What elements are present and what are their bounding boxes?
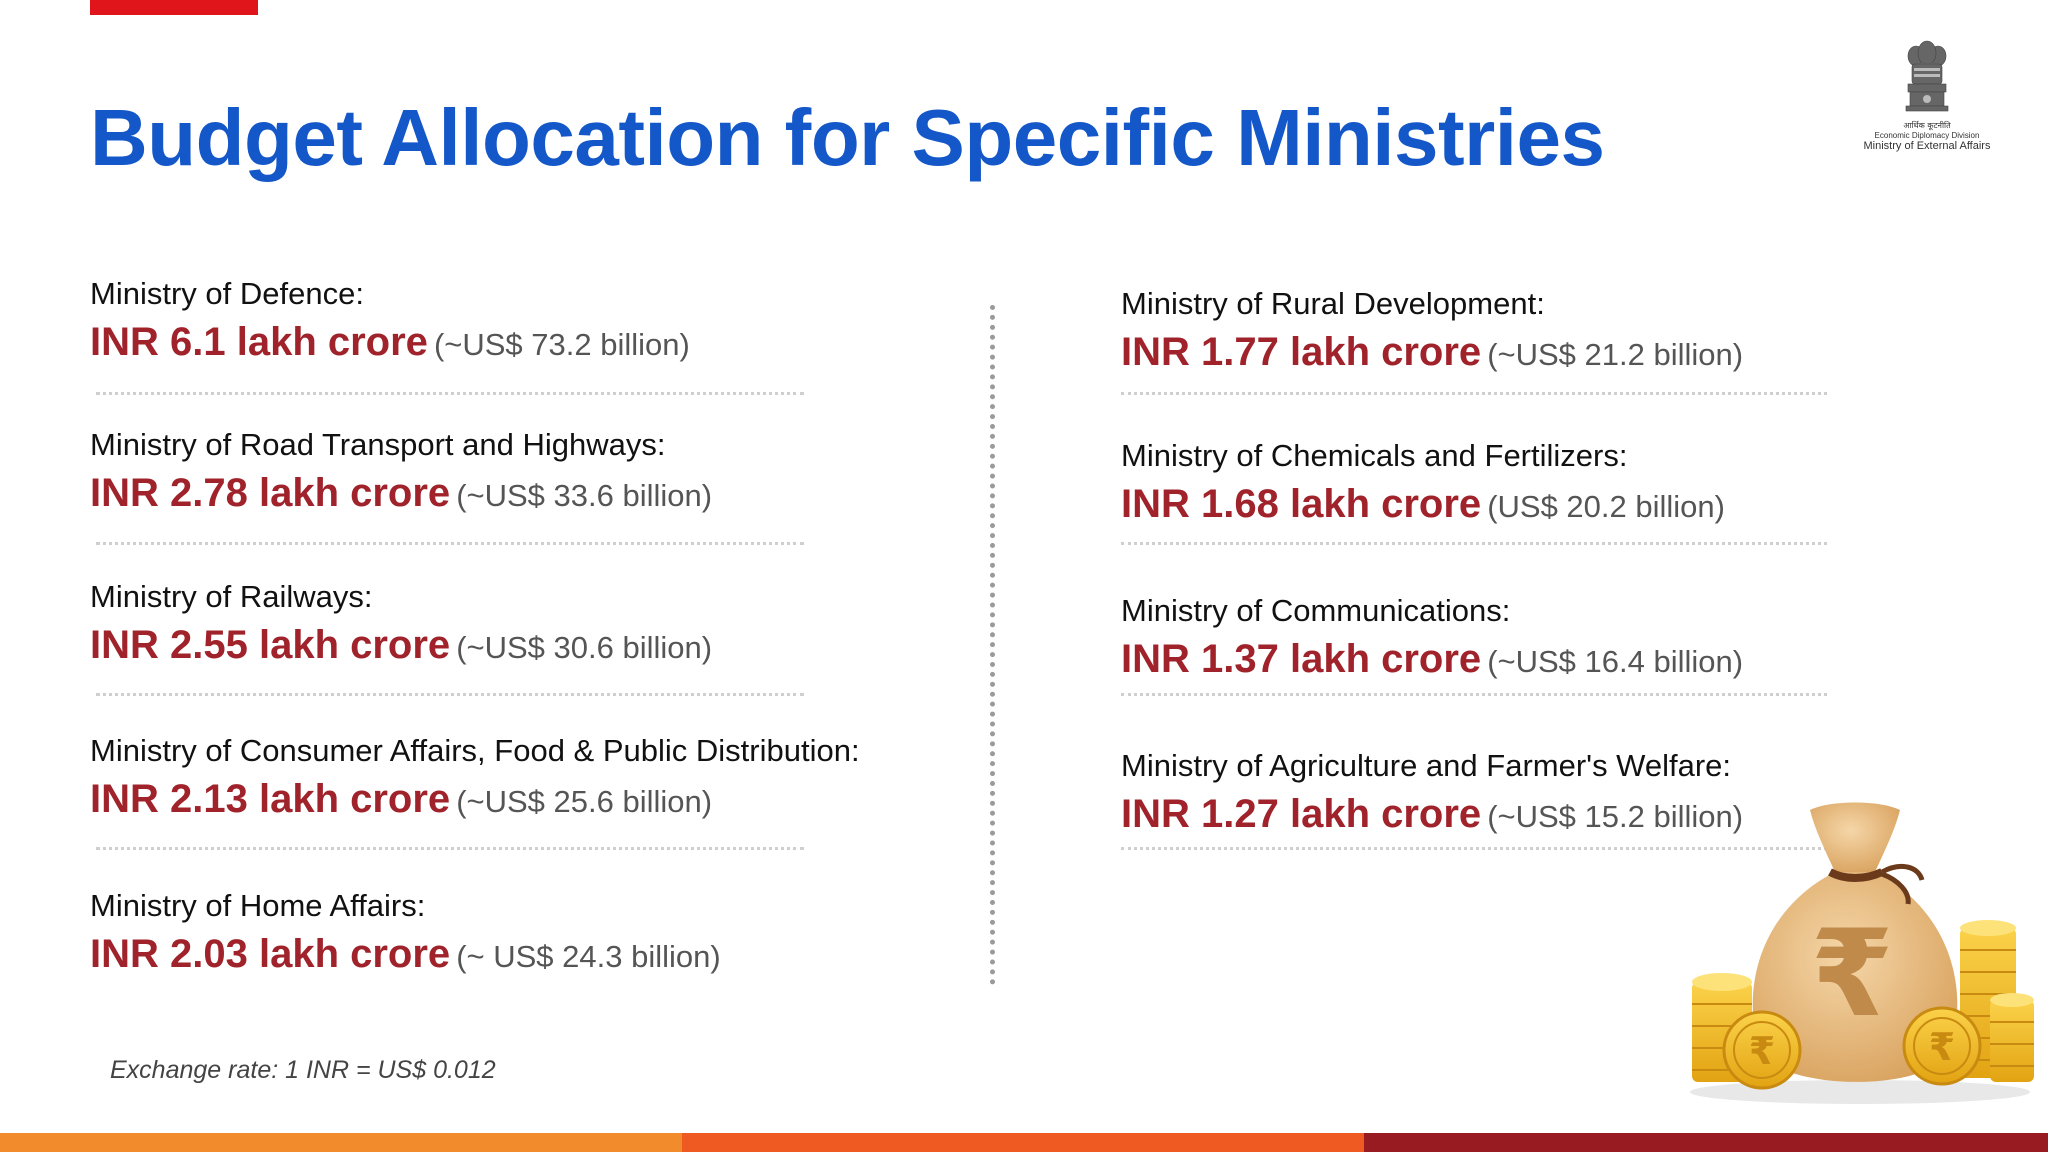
usd-amount: (~US$ 73.2 billion): [433, 327, 690, 362]
ministry-name: Ministry of Chemicals and Fertilizers:: [1121, 438, 1628, 473]
amount-line: INR 1.68 lakh crore (US$ 20.2 billion): [1121, 478, 1831, 539]
entry-divider: [96, 693, 804, 696]
ministry-name: Ministry of Consumer Affairs, Food & Pub…: [90, 733, 860, 768]
entry-divider: [1121, 847, 1827, 850]
bottom-color-bar: [0, 1133, 2048, 1152]
ministry-name: Ministry of Road Transport and Highways:: [90, 427, 666, 462]
rupee-symbol: ₹: [1810, 905, 1894, 1044]
entry-divider: [96, 392, 804, 395]
bottom-bar-red-orange: [682, 1133, 1364, 1152]
logo-hindi-text: आर्थिक कूटनीति: [1903, 121, 1951, 130]
usd-amount: (~US$ 16.4 billion): [1487, 644, 1744, 679]
amount-line: INR 2.55 lakh crore (~US$ 30.6 billion): [90, 619, 810, 680]
money-bag: ₹: [1752, 802, 1958, 1082]
bottom-bar-maroon: [1364, 1133, 2048, 1152]
amount-line: INR 1.27 lakh crore (~US$ 15.2 billion): [1121, 788, 1831, 849]
entry-communications: Ministry of Communications: INR 1.37 lak…: [1121, 591, 1831, 696]
rupee-coin-right: ₹: [1902, 1006, 1982, 1086]
money-bag-with-rupee-coins-icon: ₹ ₹ ₹: [1690, 802, 2034, 1104]
inr-amount: INR 1.27 lakh crore: [1121, 792, 1482, 836]
top-accent-bar: [90, 0, 258, 15]
inr-amount: INR 1.77 lakh crore: [1121, 330, 1482, 374]
ministry-name: Ministry of Home Affairs:: [90, 888, 426, 923]
national-emblem-icon: [1905, 40, 1949, 112]
ministry-logo: आर्थिक कूटनीति Economic Diplomacy Divisi…: [1852, 40, 2002, 165]
amount-line: INR 1.77 lakh crore (~US$ 21.2 billion): [1121, 326, 1831, 387]
ministry-name: Ministry of Defence:: [90, 276, 364, 311]
entry-divider: [1121, 693, 1827, 696]
inr-amount: INR 2.13 lakh crore: [90, 777, 451, 821]
entry-railways: Ministry of Railways: INR 2.55 lakh cror…: [90, 577, 810, 696]
rupee-coin-left: ₹: [1722, 1010, 1802, 1090]
column-divider: [990, 305, 995, 985]
amount-line: INR 1.37 lakh crore (~US$ 16.4 billion): [1121, 633, 1831, 694]
entry-divider: [1121, 392, 1827, 395]
amount-line: INR 2.13 lakh crore (~US$ 25.6 billion): [90, 773, 810, 834]
usd-amount: (~US$ 15.2 billion): [1487, 799, 1744, 834]
entry-divider: [1121, 542, 1827, 545]
rupee-coin-symbol: ₹: [1929, 1025, 1955, 1069]
usd-amount: (~US$ 21.2 billion): [1487, 337, 1744, 372]
usd-amount: (~US$ 33.6 billion): [456, 478, 713, 513]
entry-road-transport: Ministry of Road Transport and Highways:…: [90, 425, 810, 545]
usd-amount: (US$ 20.2 billion): [1487, 489, 1725, 524]
inr-amount: INR 2.55 lakh crore: [90, 623, 451, 667]
amount-line: INR 6.1 lakh crore (~US$ 73.2 billion): [90, 316, 810, 377]
page-title: Budget Allocation for Specific Ministrie…: [90, 93, 1605, 182]
ministry-name: Ministry of Agriculture and Farmer's Wel…: [1121, 748, 1732, 783]
inr-amount: INR 6.1 lakh crore: [90, 320, 428, 364]
entry-home-affairs: Ministry of Home Affairs: INR 2.03 lakh …: [90, 886, 810, 989]
logo-ministry-text: Ministry of External Affairs: [1863, 140, 1991, 152]
rupee-coin-symbol: ₹: [1749, 1029, 1775, 1073]
exchange-rate-note: Exchange rate: 1 INR = US$ 0.012: [110, 1056, 496, 1084]
inr-amount: INR 1.37 lakh crore: [1121, 637, 1482, 681]
ministry-name: Ministry of Railways:: [90, 579, 373, 614]
entry-consumer-affairs: Ministry of Consumer Affairs, Food & Pub…: [90, 731, 860, 850]
entry-defence: Ministry of Defence: INR 6.1 lakh crore(…: [90, 274, 810, 395]
logo-division-text: Economic Diplomacy Division: [1874, 131, 1980, 140]
amount-line: INR 2.78 lakh crore (~US$ 33.6 billion): [90, 467, 810, 528]
entry-rural-development: Ministry of Rural Development: INR 1.77 …: [1121, 284, 1831, 395]
inr-amount: INR 1.68 lakh crore: [1121, 482, 1482, 526]
ministry-name: Ministry of Rural Development:: [1121, 286, 1545, 321]
inr-amount: INR 2.03 lakh crore: [90, 932, 451, 976]
amount-line: INR 2.03 lakh crore (~ US$ 24.3 billion): [90, 928, 810, 989]
entry-divider: [96, 847, 804, 850]
ministry-name: Ministry of Communications:: [1121, 593, 1511, 628]
usd-amount: (~ US$ 24.3 billion): [456, 939, 721, 974]
entry-agriculture: Ministry of Agriculture and Farmer's Wel…: [1121, 746, 1831, 850]
usd-amount: (~US$ 30.6 billion): [456, 630, 713, 665]
bottom-bar-orange: [0, 1133, 682, 1152]
inr-amount: INR 2.78 lakh crore: [90, 471, 451, 515]
entry-chemicals-fertilizers: Ministry of Chemicals and Fertilizers: I…: [1121, 436, 1831, 545]
entry-divider: [96, 542, 804, 545]
usd-amount: (~US$ 25.6 billion): [456, 784, 713, 819]
coin-stack-far-right: [1990, 993, 2034, 1082]
